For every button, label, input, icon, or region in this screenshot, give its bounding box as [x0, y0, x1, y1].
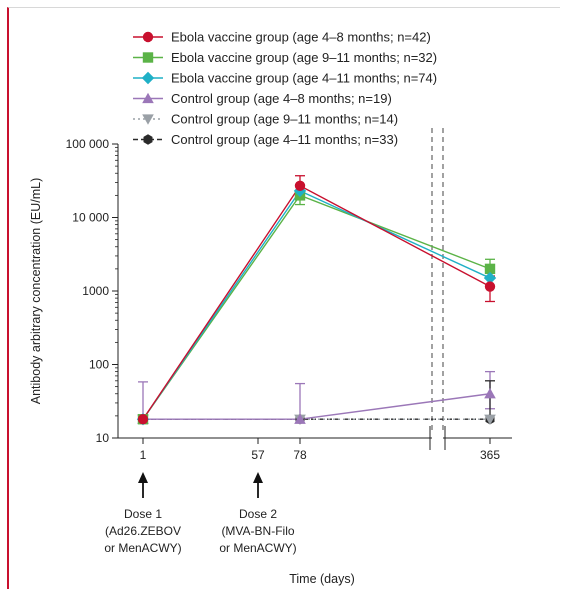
series-line — [142, 190, 491, 420]
legend-swatch-marker — [142, 52, 154, 63]
legend: Ebola vaccine group (age 4–8 months; n=4… — [133, 30, 437, 147]
series-line — [142, 184, 491, 420]
series-line — [142, 194, 491, 420]
legend-entry: Control group (age 4–8 months; n=19) — [171, 91, 392, 106]
legend-entry: Control group (age 9–11 months; n=14) — [171, 112, 398, 127]
legend-entry: Ebola vaccine group (age 4–11 months; n=… — [171, 71, 437, 86]
x-tick-label: 78 — [293, 448, 307, 462]
data-point — [484, 263, 496, 275]
legend-swatch-marker — [142, 92, 154, 104]
data-point — [137, 414, 149, 425]
x-tick-label: 57 — [251, 448, 265, 462]
data-point — [294, 180, 306, 191]
dose-label-line: Dose 2 — [239, 507, 277, 521]
data-point — [483, 271, 497, 285]
dose-annotations: Dose 1 (Ad26.ZEBOV or MenACWY) Dose 2 (MVA-B… — [104, 472, 297, 555]
data-point — [484, 414, 496, 426]
x-tick-label: 365 — [480, 448, 500, 462]
dose-label-line: Dose 1 — [124, 507, 162, 521]
data-point — [294, 413, 306, 424]
axes: 10 100 1000 10 000 100 000 Antibody arbitrary… — [29, 128, 512, 586]
data-point — [484, 281, 496, 292]
series-line — [143, 393, 491, 420]
legend-entry: Control group (age 4–11 months; n=33) — [171, 132, 398, 147]
dose-label-line: (Ad26.ZEBOV — [105, 524, 181, 538]
legend-entry: Ebola vaccine group (age 9–11 months; n=… — [171, 50, 437, 65]
data-point — [484, 387, 496, 399]
y-tick-label: 10 — [96, 431, 110, 445]
figure-frame — [7, 7, 560, 589]
dose-arrow-head — [253, 472, 263, 483]
legend-swatch-marker — [142, 31, 154, 43]
y-tick-label: 100 — [89, 358, 109, 372]
dose-label-line: (MVA-BN-Filo — [221, 524, 294, 538]
y-tick-label: 100 000 — [66, 137, 110, 151]
y-axis-label: Antibody arbitrary concentration (EU/mL) — [29, 178, 43, 404]
legend-swatch-marker — [142, 114, 154, 125]
dose-label-line: or MenACWY) — [219, 541, 296, 555]
dose-arrow-head — [138, 472, 148, 483]
x-axis-label: Time (days) — [289, 572, 355, 586]
legend-swatch-marker — [143, 134, 153, 145]
x-tick-label: 1 — [140, 448, 147, 462]
y-tick-label: 1000 — [82, 284, 109, 298]
legend-swatch-marker — [141, 71, 155, 85]
y-tick-label: 10 000 — [72, 211, 109, 225]
plot-area — [136, 175, 497, 426]
dose-label-line: or MenACWY) — [104, 541, 181, 555]
legend-entry: Ebola vaccine group (age 4–8 months; n=4… — [171, 30, 431, 45]
